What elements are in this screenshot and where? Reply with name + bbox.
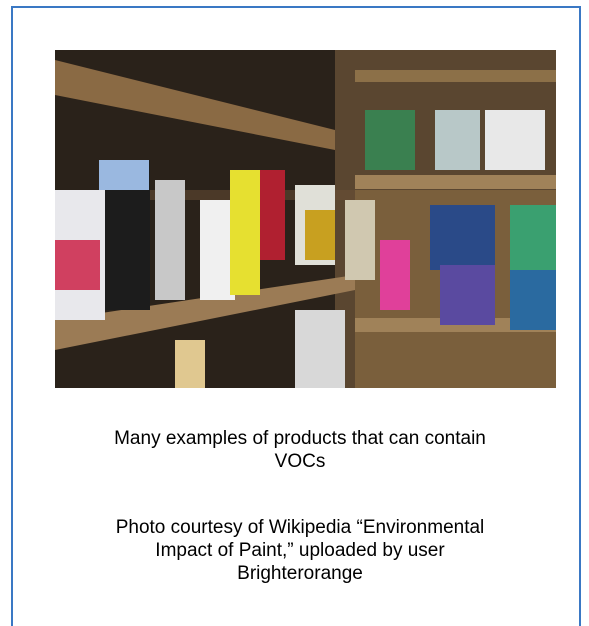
caption-line: Many examples of products that can conta…: [20, 427, 580, 450]
credit-line: Brighterorange: [20, 562, 580, 585]
caption-line: VOCs: [20, 450, 580, 473]
credit-line: Impact of Paint,” uploaded by user: [20, 539, 580, 562]
caption: Many examples of products that can conta…: [20, 427, 580, 473]
credit-line: Photo courtesy of Wikipedia “Environment…: [20, 516, 580, 539]
photo-credit: Photo courtesy of Wikipedia “Environment…: [20, 516, 580, 585]
page: Many examples of products that can conta…: [0, 0, 589, 619]
photo: [55, 50, 556, 388]
